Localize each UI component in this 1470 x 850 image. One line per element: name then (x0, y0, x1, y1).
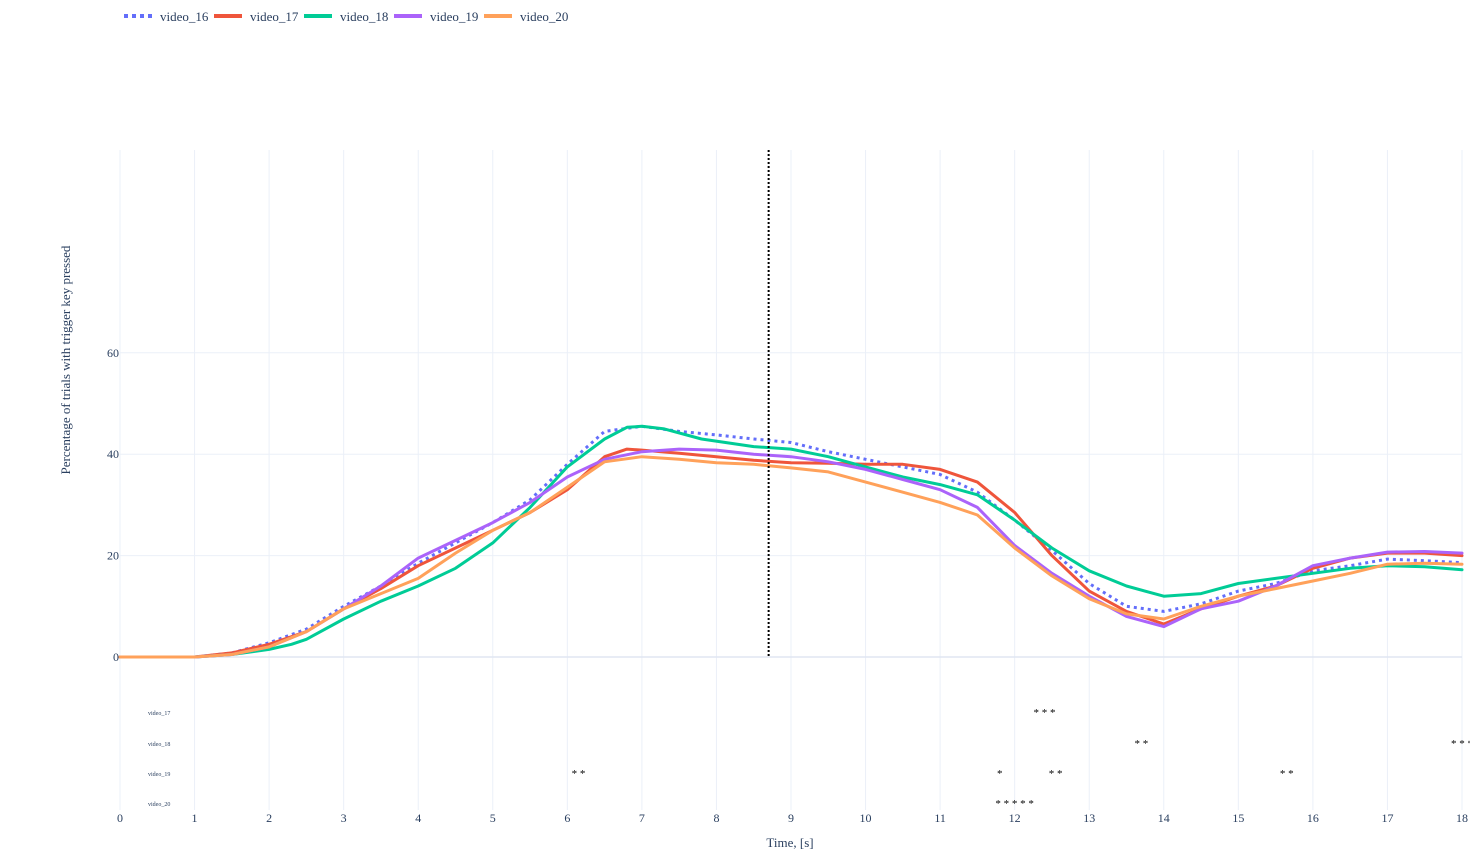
significance-mark: * * * (1033, 707, 1055, 719)
y-tick-label: 40 (107, 447, 119, 461)
x-tick-label: 6 (564, 811, 570, 825)
legend-item-video_17[interactable]: video_17 (214, 9, 299, 24)
significance-mark: * * * (1451, 738, 1470, 750)
x-tick-label: 2 (266, 811, 272, 825)
x-tick-label: 8 (713, 811, 719, 825)
y-tick-label: 60 (107, 346, 119, 360)
legend-item-video_18[interactable]: video_18 (304, 9, 388, 24)
series-line-video_18 (118, 424, 1464, 659)
x-tick-label: 15 (1232, 811, 1244, 825)
y-axis-ticks: 0 20 40 60 (107, 346, 119, 664)
significance-row-label: video_18 (148, 742, 170, 748)
x-tick-label: 0 (117, 811, 123, 825)
legend-label: video_20 (520, 9, 568, 24)
x-tick-label: 11 (934, 811, 946, 825)
y-tick-label: 20 (107, 549, 119, 563)
legend-item-video_16[interactable]: video_16 (124, 9, 209, 24)
x-tick-label: 14 (1158, 811, 1170, 825)
x-tick-label: 7 (639, 811, 645, 825)
legend-label: video_17 (250, 9, 299, 24)
significance-mark: * * (1049, 768, 1063, 780)
significance-rows: video_17 * * * video_18 * * * * * video_19 * *… (148, 707, 1470, 810)
significance-row-label: video_19 (148, 772, 170, 778)
significance-mark: * * (572, 768, 586, 780)
x-tick-label: 3 (341, 811, 347, 825)
series-line-video_16 (120, 424, 1463, 659)
x-tick-label: 10 (860, 811, 872, 825)
x-tick-label: 13 (1083, 811, 1095, 825)
x-axis-ticks: 0 1 2 3 4 5 6 7 8 9 10 11 12 13 14 15 16 17 18 (117, 811, 1468, 825)
significance-mark: * (997, 768, 1003, 780)
legend-label: video_18 (340, 9, 388, 24)
legend[interactable]: video_16 video_17 video_18 video_19 video_20 (124, 9, 568, 24)
grid-lines (119, 150, 1463, 810)
significance-row-label: video_20 (148, 802, 170, 808)
x-tick-label: 16 (1307, 811, 1319, 825)
x-tick-label: 4 (415, 811, 421, 825)
significance-mark: * * * * * (995, 798, 1034, 810)
legend-label: video_19 (430, 9, 478, 24)
x-tick-label: 9 (788, 811, 794, 825)
x-tick-label: 17 (1381, 811, 1393, 825)
significance-mark: * * (1280, 768, 1294, 780)
legend-item-video_19[interactable]: video_19 (394, 9, 478, 24)
series-lines (118, 424, 1464, 659)
series-line-video_20 (118, 455, 1464, 659)
x-axis-title: Time, [s] (766, 835, 813, 850)
x-tick-label: 12 (1009, 811, 1021, 825)
series-line-video_19 (118, 447, 1464, 659)
significance-row-label: video_17 (148, 711, 170, 717)
x-tick-label: 18 (1456, 811, 1468, 825)
y-tick-label: 0 (113, 650, 119, 664)
y-axis-title: Percentage of trials with trigger key pr… (58, 245, 73, 474)
x-tick-label: 5 (490, 811, 496, 825)
significance-mark: * * (1135, 738, 1149, 750)
legend-item-video_20[interactable]: video_20 (484, 9, 568, 24)
x-tick-label: 1 (192, 811, 198, 825)
legend-label: video_16 (160, 9, 209, 24)
